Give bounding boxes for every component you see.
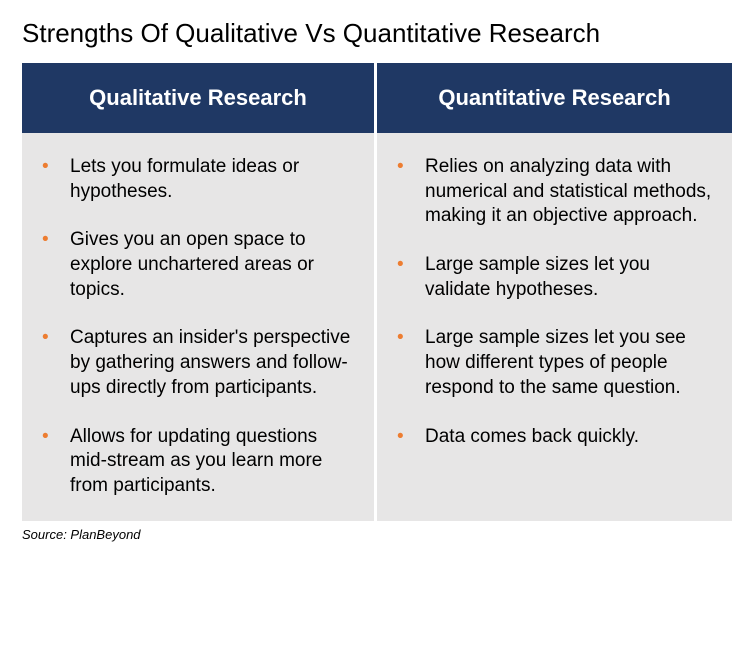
column-header-qualitative: Qualitative Research [22,63,377,133]
page-title: Strengths Of Qualitative Vs Quantitative… [22,18,732,49]
list-item: Lets you formulate ideas or hypotheses. [36,155,356,204]
list-item: Gives you an open space to explore uncha… [36,228,356,302]
list-item: Captures an insider's perspective by gat… [36,326,356,400]
list-item: Allows for updating questions mid-stream… [36,425,356,499]
list-item: Large sample sizes let you validate hypo… [391,253,714,302]
column-header-quantitative: Quantitative Research [377,63,732,133]
list-item: Relies on analyzing data with numerical … [391,155,714,229]
list-item: Large sample sizes let you see how diffe… [391,326,714,400]
column-quantitative: Quantitative Research Relies on analyzin… [377,63,732,521]
column-body-quantitative: Relies on analyzing data with numerical … [377,133,732,521]
source-attribution: Source: PlanBeyond [22,527,732,542]
column-qualitative: Qualitative Research Lets you formulate … [22,63,377,521]
list-item: Data comes back quickly. [391,425,714,450]
column-body-qualitative: Lets you formulate ideas or hypotheses. … [22,133,377,521]
comparison-table: Qualitative Research Lets you formulate … [22,63,732,521]
